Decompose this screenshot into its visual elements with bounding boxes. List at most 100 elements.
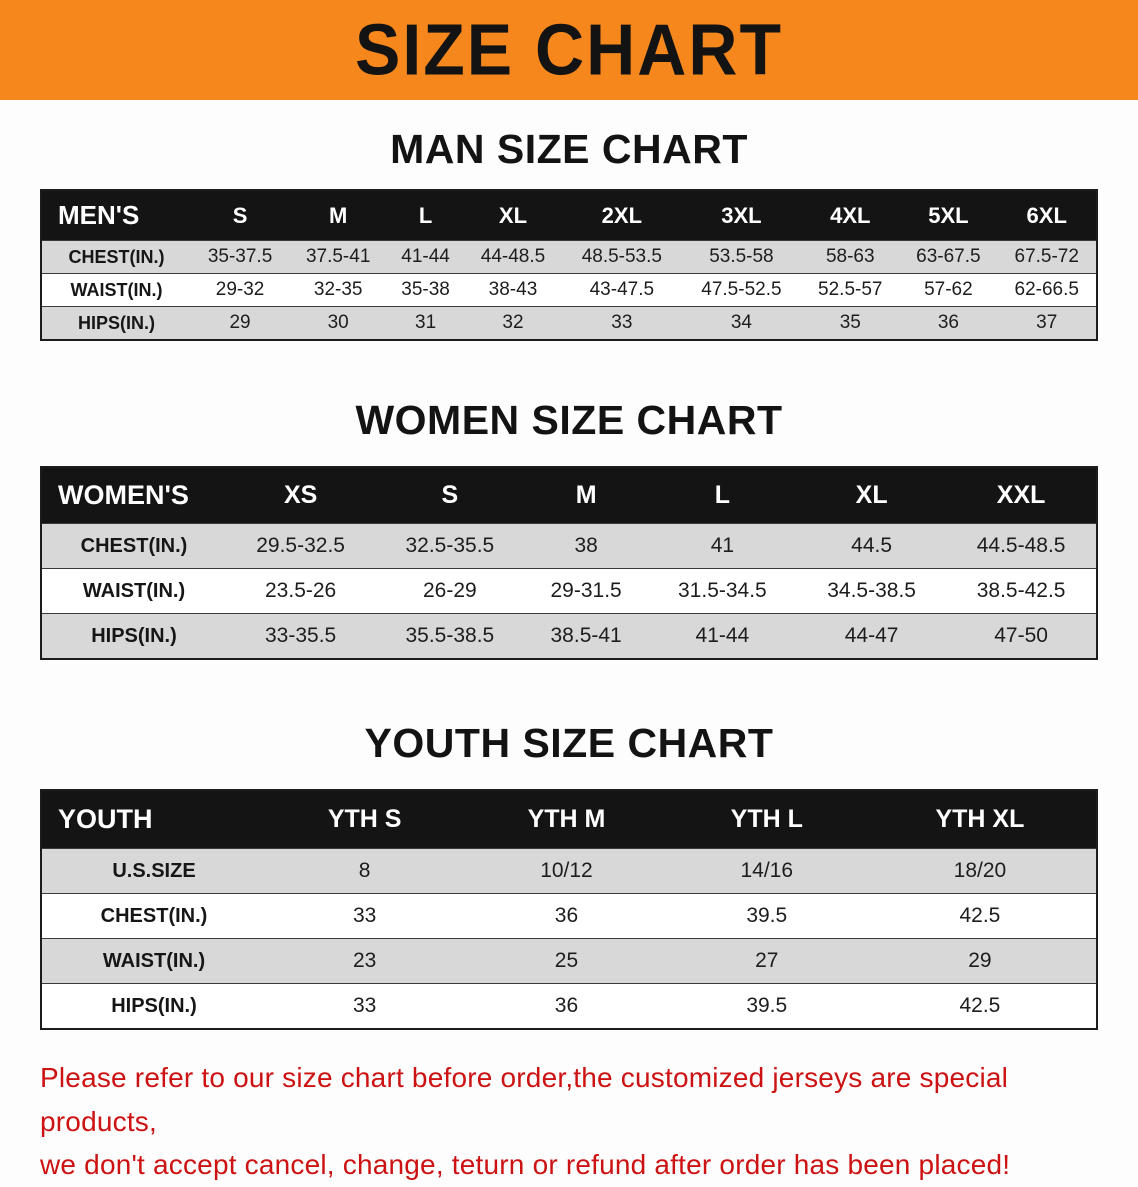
- size-chart-banner: SIZE CHART: [0, 0, 1138, 100]
- disclaimer: Please refer to our size chart before or…: [40, 1056, 1098, 1187]
- measurement-row: WAIST(IN.) 23.5-26 26-29 29-31.5 31.5-34.5 34…: [41, 568, 1097, 614]
- size-value-cell: 31: [415, 312, 437, 333]
- size-value-cell: 36: [554, 904, 579, 927]
- size-column-header: 4XL: [830, 202, 871, 228]
- size-column-header: 2XL: [601, 202, 643, 228]
- youth-size-table: YOUTH YTH S YTH M YTH L YTH XL U.S.SIZE 8 10/12…: [40, 789, 1098, 1030]
- size-value-cell: 34.5-38.5: [827, 579, 916, 602]
- size-column-header: XL: [498, 202, 528, 228]
- size-value-cell: 35: [839, 312, 861, 333]
- size-value-cell: 44-47: [844, 624, 899, 647]
- measurement-row: HIPS(IN.) 33-35.5 35.5-38.5 38.5-41 41-44 44-…: [41, 613, 1097, 659]
- measurement-row: U.S.SIZE 8 10/12 14/16 18/20: [41, 848, 1097, 894]
- size-column-header: S: [232, 202, 248, 228]
- size-value-cell: 57-62: [924, 279, 973, 300]
- size-value-cell: 35-38: [401, 279, 450, 300]
- size-column-header: S: [441, 481, 459, 509]
- size-value-cell: 25: [554, 949, 579, 972]
- size-value-cell: 23: [352, 949, 377, 972]
- size-value-cell: 35.5-38.5: [405, 624, 495, 647]
- measurement-row: CHEST(IN.) 35-37.5 37.5-41 41-44 44-48.5 48.5…: [41, 240, 1097, 274]
- size-value-cell: 32-35: [313, 279, 363, 300]
- measurement-label: U.S.SIZE: [112, 859, 196, 882]
- women-section-heading: WOMEN SIZE CHART: [355, 397, 783, 443]
- size-column-header: YTH XL: [935, 805, 1025, 833]
- banner-title: SIZE CHART: [355, 9, 783, 91]
- measurement-label: WAIST(IN.): [102, 949, 206, 972]
- measurement-label: WAIST(IN.): [82, 579, 186, 602]
- size-column-header: M: [575, 481, 597, 509]
- size-column-header: M: [329, 202, 348, 228]
- women-size-section: WOMEN SIZE CHART WOMEN'S XS S M L XL XXL CHEST(I…: [0, 397, 1138, 660]
- size-value-cell: 33: [611, 312, 633, 333]
- size-value-cell: 53.5-58: [709, 246, 774, 267]
- size-value-cell: 42.5: [959, 904, 1001, 927]
- size-value-cell: 63-67.5: [916, 246, 981, 267]
- size-value-cell: 29-32: [215, 279, 265, 300]
- size-value-cell: 29.5-32.5: [256, 534, 345, 557]
- size-value-cell: 33: [352, 904, 377, 927]
- size-chart-sections: MAN SIZE CHART MEN'S S M L XL 2XL 3XL 4XL 5XL 6XL C…: [0, 126, 1138, 1030]
- size-value-cell: 29: [968, 949, 992, 972]
- size-value-cell: 44.5-48.5: [976, 534, 1066, 557]
- size-value-cell: 36: [554, 994, 579, 1017]
- size-value-cell: 41: [710, 534, 735, 557]
- measurement-row: WAIST(IN.) 29-32 32-35 35-38 38-43 43-47.5 47.…: [41, 273, 1097, 307]
- measurement-label: HIPS(IN.): [77, 312, 155, 333]
- size-value-cell: 32.5-35.5: [405, 534, 495, 557]
- size-value-cell: 33: [352, 994, 377, 1017]
- size-value-cell: 44.5: [851, 534, 893, 557]
- size-value-cell: 32: [502, 312, 524, 333]
- size-column-header: 6XL: [1026, 202, 1067, 228]
- size-value-cell: 10/12: [540, 859, 593, 882]
- size-value-cell: 62-66.5: [1014, 279, 1079, 300]
- measurement-label: WAIST(IN.): [70, 279, 163, 300]
- size-value-cell: 48.5-53.5: [581, 246, 662, 267]
- size-value-cell: 41-44: [695, 624, 750, 647]
- size-value-cell: 47-50: [994, 624, 1048, 647]
- measurement-row: WAIST(IN.) 23 25 27 29: [41, 938, 1097, 984]
- size-value-cell: 38: [574, 534, 598, 557]
- size-value-cell: 8: [358, 859, 371, 882]
- size-column-header: L: [714, 481, 731, 509]
- size-value-cell: 31.5-34.5: [678, 579, 767, 602]
- measurement-label: CHEST(IN.): [68, 246, 165, 267]
- size-value-cell: 14/16: [740, 859, 794, 882]
- men-section-heading: MAN SIZE CHART: [390, 126, 748, 172]
- men-size-table: MEN'S S M L XL 2XL 3XL 4XL 5XL 6XL CHEST(IN.) 35-37…: [40, 189, 1098, 341]
- size-value-cell: 52.5-57: [818, 279, 883, 300]
- size-value-cell: 38.5-41: [550, 624, 622, 647]
- measurement-label: CHEST(IN.): [100, 904, 208, 927]
- youth-section-heading: YOUTH SIZE CHART: [364, 720, 774, 766]
- size-value-cell: 34: [730, 312, 752, 333]
- size-value-cell: 27: [755, 949, 779, 972]
- size-value-cell: 47.5-52.5: [701, 279, 782, 300]
- size-column-header: XXL: [996, 481, 1046, 509]
- size-value-cell: 37: [1036, 312, 1058, 333]
- size-value-cell: 67.5-72: [1014, 246, 1079, 267]
- size-value-cell: 44-48.5: [480, 246, 546, 267]
- size-value-cell: 38.5-42.5: [976, 579, 1066, 602]
- table-header-row: YOUTH YTH S YTH M YTH L YTH XL: [41, 790, 1097, 849]
- size-value-cell: 42.5: [959, 994, 1001, 1017]
- table-header-row: MEN'S S M L XL 2XL 3XL 4XL 5XL 6XL: [41, 190, 1097, 241]
- size-value-cell: 39.5: [746, 904, 788, 927]
- size-value-cell: 37.5-41: [305, 246, 371, 267]
- table-title-cell: YOUTH: [58, 804, 153, 834]
- size-column-header: YTH L: [730, 805, 803, 833]
- size-column-header: 5XL: [928, 202, 969, 228]
- size-value-cell: 58-63: [825, 246, 875, 267]
- size-value-cell: 38-43: [488, 279, 538, 300]
- size-column-header: L: [418, 202, 433, 228]
- size-value-cell: 18/20: [953, 859, 1007, 882]
- size-column-header: 3XL: [721, 202, 762, 228]
- size-value-cell: 29: [229, 312, 251, 333]
- size-value-cell: 41-44: [401, 246, 450, 267]
- size-value-cell: 43-47.5: [589, 279, 655, 300]
- size-value-cell: 35-37.5: [207, 246, 273, 267]
- size-value-cell: 30: [327, 312, 349, 333]
- size-column-header: YTH M: [527, 805, 606, 833]
- measurement-row: HIPS(IN.) 29 30 31 32 33 34 35 36 37: [41, 306, 1097, 340]
- table-header-row: WOMEN'S XS S M L XL XXL: [41, 467, 1097, 524]
- size-value-cell: 33-35.5: [265, 624, 337, 647]
